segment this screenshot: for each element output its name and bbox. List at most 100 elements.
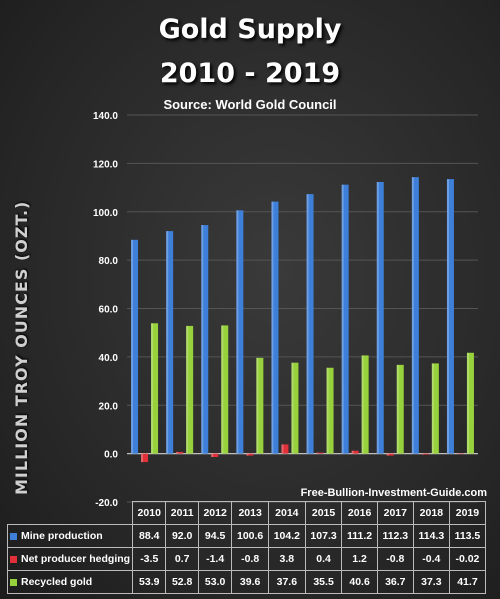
y-tick-label: -20.0 xyxy=(95,498,118,509)
recycled-gold-bar-highlight xyxy=(186,325,189,454)
net-hedging-bar-highlight xyxy=(211,453,214,458)
data-label: 92.0 xyxy=(165,524,199,548)
net-hedging-bar-highlight xyxy=(456,453,459,455)
y-tick-label: 60.0 xyxy=(99,305,119,316)
recycled-gold-bar-highlight xyxy=(221,325,224,454)
data-label: 53.0 xyxy=(197,570,233,594)
net-hedging-bar xyxy=(141,453,149,463)
series-legend-cell: Recycled gold xyxy=(6,570,134,594)
data-label: 3.8 xyxy=(267,547,306,571)
mine-production-bar-highlight xyxy=(201,225,204,454)
data-table: 2010 2011 2012 2013 2014 2015 2016 2017 2018 2019… xyxy=(6,501,487,594)
data-label: 100.6 xyxy=(231,524,269,548)
net-hedging-bar xyxy=(176,451,184,454)
data-label: 41.7 xyxy=(448,570,487,594)
category-header: 2015 xyxy=(304,501,343,525)
data-label: 111.2 xyxy=(341,524,378,548)
net-hedging-bar xyxy=(281,444,289,454)
y-tick-label: 20.0 xyxy=(99,401,119,412)
net-hedging-bar xyxy=(316,452,324,454)
net-hedging-bar-highlight xyxy=(246,453,249,456)
recycled-gold-bar-highlight xyxy=(151,323,154,454)
mine-production-bar-highlight xyxy=(411,177,414,454)
data-label: 0.7 xyxy=(165,547,199,571)
category-header: 2013 xyxy=(231,501,269,525)
net-hedging-bar xyxy=(386,453,394,456)
data-label: -0.8 xyxy=(231,547,269,571)
data-table-row: Mine production 88.4 92.0 94.5 100.6 104.2 107… xyxy=(6,524,487,548)
category-header: 2018 xyxy=(412,501,450,525)
net-hedging-bar-highlight xyxy=(351,450,354,454)
series-name: Net producer hedging xyxy=(21,553,131,565)
mine-production-bar-highlight xyxy=(271,201,274,454)
recycled-gold-bar xyxy=(326,367,334,454)
net-hedging-bar-highlight xyxy=(141,453,144,463)
data-label: 112.3 xyxy=(376,524,414,548)
net-hedging-bar-highlight xyxy=(386,453,389,456)
y-tick-label: 80.0 xyxy=(99,256,119,267)
data-label: -0.02 xyxy=(448,547,487,571)
recycled-gold-bar xyxy=(361,355,369,454)
mine-production-bar xyxy=(341,184,349,454)
mine-production-bar-highlight xyxy=(131,239,134,454)
recycled-gold-bar xyxy=(291,362,299,454)
recycled-gold-bar-highlight xyxy=(396,364,399,454)
mine-production-bar xyxy=(376,181,384,454)
mine-production-bar xyxy=(201,225,209,454)
recycled-gold-bar-highlight xyxy=(291,362,294,454)
series-legend-cell: Net producer hedging xyxy=(6,547,134,571)
category-header: 2016 xyxy=(341,501,378,525)
series-legend-cell: Mine production xyxy=(6,524,134,548)
mine-production-bar xyxy=(131,239,139,454)
mine-production-legend-swatch xyxy=(10,532,17,540)
y-tick-label: 40.0 xyxy=(99,353,119,364)
mine-production-bar xyxy=(236,210,244,454)
data-label: 104.2 xyxy=(267,524,306,548)
data-label: 114.3 xyxy=(412,524,450,548)
data-label: 94.5 xyxy=(197,524,233,548)
category-header: 2010 xyxy=(132,501,167,525)
mine-production-bar xyxy=(306,194,314,454)
y-tick-label: 0.0 xyxy=(104,450,118,461)
category-header: 2017 xyxy=(376,501,414,525)
recycled-gold-legend-swatch xyxy=(10,578,17,586)
data-table-row: Recycled gold 53.9 52.8 53.0 39.6 37.6 35.5 40.… xyxy=(6,570,487,594)
data-label: 88.4 xyxy=(132,524,167,548)
mine-production-bar xyxy=(411,177,419,454)
recycled-gold-bar-highlight xyxy=(256,357,259,454)
chart-title-line2: 2010 - 2019 xyxy=(159,58,341,89)
data-label: 1.2 xyxy=(341,547,378,571)
category-header: 2014 xyxy=(267,501,306,525)
mine-production-bar-highlight xyxy=(236,210,239,454)
net-hedging-bar xyxy=(351,450,359,454)
net-hedging-bar xyxy=(456,453,464,455)
watermark-text: Free-Bullion-Investment-Guide.com xyxy=(300,487,487,499)
recycled-gold-bar xyxy=(466,352,474,454)
data-label: 52.8 xyxy=(165,570,199,594)
category-header: 2019 xyxy=(448,501,487,525)
mine-production-bar-highlight xyxy=(341,184,344,454)
recycled-gold-bar-highlight xyxy=(326,367,329,454)
recycled-gold-bar xyxy=(221,325,229,454)
category-header: 2012 xyxy=(197,501,233,525)
data-table-header-row: 2010 2011 2012 2013 2014 2015 2016 2017 2018 2019 xyxy=(8,501,487,525)
data-label: 53.9 xyxy=(132,570,167,594)
mine-production-bar-highlight xyxy=(376,181,379,454)
recycled-gold-bar xyxy=(186,325,194,454)
data-label: -3.5 xyxy=(132,547,167,571)
recycled-gold-bar-highlight xyxy=(431,363,434,454)
chart-title-line1: Gold Supply xyxy=(158,14,342,45)
data-table-row: Net producer hedging -3.5 0.7 -1.4 -0.8 3.8 0.… xyxy=(6,547,487,571)
series-name: Mine production xyxy=(21,530,103,542)
data-label: 40.6 xyxy=(341,570,378,594)
data-label: 107.3 xyxy=(304,524,343,548)
recycled-gold-bar-highlight xyxy=(466,352,469,454)
mine-production-bar xyxy=(166,231,174,454)
net-hedging-bar-highlight xyxy=(281,444,284,454)
net-hedging-bar xyxy=(211,453,219,458)
data-table-corner xyxy=(8,502,133,525)
net-hedging-bar xyxy=(246,453,254,456)
data-label: 39.6 xyxy=(231,570,269,594)
data-label: -0.8 xyxy=(376,547,414,571)
